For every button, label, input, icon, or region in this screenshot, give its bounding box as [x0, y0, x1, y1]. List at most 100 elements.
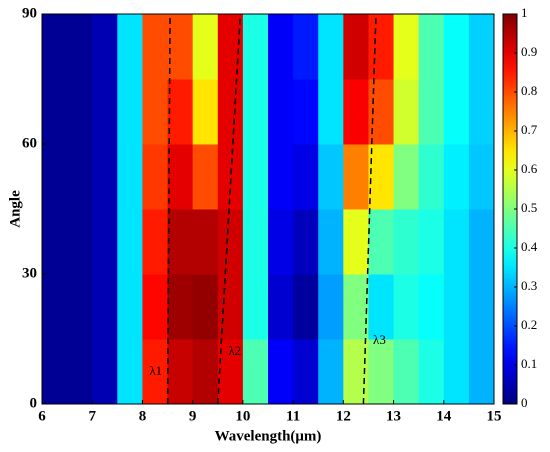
heat-cell — [192, 144, 219, 210]
heat-cell — [418, 79, 445, 145]
heat-cell — [192, 209, 219, 275]
x-tick-label: 11 — [286, 408, 300, 424]
heat-cell — [217, 209, 244, 275]
heat-cell — [67, 14, 93, 80]
heat-cell — [443, 144, 470, 210]
heat-cell — [318, 339, 344, 405]
heat-cell — [67, 339, 93, 405]
colorbar-tick-label: 0.8 — [521, 83, 537, 98]
heat-cell — [92, 209, 118, 275]
heat-cell — [117, 339, 143, 405]
heat-cell — [217, 144, 244, 210]
heat-cell — [293, 209, 319, 275]
heat-cell — [418, 209, 445, 275]
heat-cell — [468, 209, 495, 275]
heat-cell — [443, 274, 470, 340]
colorbar-tick-label: 0.5 — [521, 200, 537, 215]
heat-cell — [67, 144, 93, 210]
dashed-line — [362, 13, 377, 405]
heat-cell — [368, 339, 395, 405]
heat-cell — [393, 339, 420, 405]
heat-cell — [468, 274, 495, 340]
heat-cell — [468, 144, 495, 210]
heat-cell — [117, 79, 143, 145]
x-tick-label: 14 — [436, 408, 452, 424]
heat-cell — [42, 79, 68, 145]
x-tick-label: 8 — [139, 408, 147, 424]
heat-cell — [192, 339, 219, 405]
heat-cell — [418, 14, 445, 80]
heat-cell — [343, 14, 369, 80]
heat-cell — [92, 274, 118, 340]
heat-cell — [167, 274, 194, 340]
colorbar-tick-label: 1 — [521, 5, 528, 20]
heat-cell — [217, 14, 244, 80]
heat-cell — [192, 79, 219, 145]
heat-cell — [343, 209, 369, 275]
heat-cell — [393, 14, 420, 80]
heat-cell — [443, 14, 470, 80]
dashed-line — [217, 13, 242, 405]
heat-cell — [242, 14, 269, 80]
heat-cell — [167, 144, 194, 210]
heat-cell — [393, 209, 420, 275]
heat-cell — [418, 274, 445, 340]
heat-cell — [268, 79, 294, 145]
heat-cell — [117, 144, 143, 210]
heat-cell — [293, 144, 319, 210]
heat-cell — [92, 79, 118, 145]
heat-cell — [318, 274, 344, 340]
heat-cell — [293, 339, 319, 405]
x-tick-label: 15 — [487, 408, 502, 424]
heat-cell — [443, 339, 470, 405]
heat-cell — [242, 144, 269, 210]
x-tick-label: 13 — [386, 408, 401, 424]
y-tick-label: 60 — [22, 135, 37, 151]
heat-cell — [217, 339, 244, 405]
heat-cell — [167, 339, 194, 405]
heat-cell — [42, 274, 68, 340]
x-tick-label: 10 — [235, 408, 250, 424]
heat-cell — [293, 79, 319, 145]
heat-cell — [142, 209, 169, 275]
heat-cell — [92, 339, 118, 405]
heat-cell — [368, 144, 395, 210]
colorbar-tick-label: 0.7 — [521, 122, 538, 137]
heat-cell — [142, 79, 169, 145]
heat-cell — [268, 339, 294, 405]
y-tick-label: 90 — [22, 5, 37, 21]
heat-cell — [368, 274, 395, 340]
heat-cell — [42, 14, 68, 80]
colorbar-tick-label: 0.1 — [521, 356, 537, 371]
x-tick-label: 9 — [189, 408, 197, 424]
heat-cell — [343, 274, 369, 340]
heat-cell — [42, 339, 68, 405]
heat-cell — [468, 14, 495, 80]
heat-cell — [318, 209, 344, 275]
heat-cell — [117, 14, 143, 80]
heat-cell — [368, 209, 395, 275]
heat-cell — [468, 79, 495, 145]
colorbar-tick-label: 0.9 — [521, 44, 537, 59]
heat-cell — [117, 209, 143, 275]
heat-cell — [67, 209, 93, 275]
x-tick-label: 12 — [336, 408, 351, 424]
line-label: λ2 — [228, 343, 241, 358]
x-tick-label: 7 — [88, 408, 96, 424]
heat-cell — [343, 79, 369, 145]
colorbar-tick-label: 0 — [521, 395, 528, 410]
heat-cell — [142, 339, 169, 405]
heat-cell — [318, 14, 344, 80]
heat-cell — [443, 79, 470, 145]
heat-cell — [268, 144, 294, 210]
heat-cell — [268, 209, 294, 275]
x-tick-label: 6 — [38, 408, 46, 424]
heat-cell — [217, 79, 244, 145]
dashed-line — [166, 13, 171, 405]
heat-cell — [368, 14, 395, 80]
heat-cell — [167, 14, 194, 80]
heat-cell — [142, 274, 169, 340]
heat-cell — [393, 79, 420, 145]
colorbar-tick-label: 0.3 — [521, 278, 537, 293]
